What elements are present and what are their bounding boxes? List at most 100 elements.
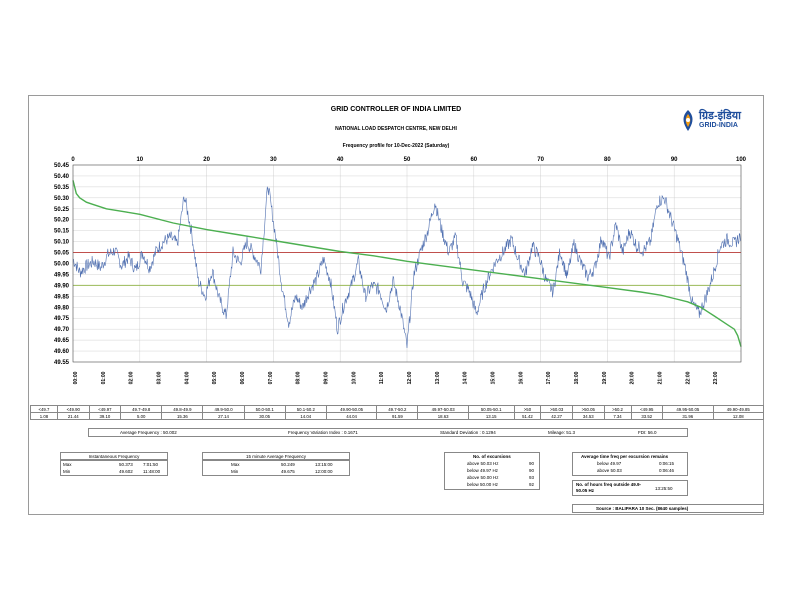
excursions-title: No. of excursions xyxy=(473,454,511,459)
chart-series xyxy=(72,180,742,349)
y-tick-label: 50.30 xyxy=(54,196,70,202)
report-title: GRID CONTROLLER OF INDIA LIMITED xyxy=(330,106,462,113)
distribution-table: <49.7 <49.90 <49.97 49.7-49.8 49.8-49.9 49.9-… xyxy=(30,405,765,420)
dist-value-cell: 7.34 xyxy=(603,412,632,420)
fifteen-max-time: 13:15:00 xyxy=(315,462,333,467)
y-tick-label: 50.25 xyxy=(54,207,70,213)
inst-max-time: 7:01:50 xyxy=(143,462,159,467)
dist-header-cell: 50.05-50.1 xyxy=(467,405,515,413)
dist-header-cell: <49.97 xyxy=(88,405,122,413)
fdi: FDI: 56.0 xyxy=(638,430,657,435)
y-tick-label: 49.80 xyxy=(54,305,70,311)
page-frame xyxy=(28,95,764,515)
bottom-x-tick-label: 23:00 xyxy=(713,371,719,384)
dist-value-cell: 15.36 xyxy=(161,412,204,420)
y-tick-label: 49.60 xyxy=(54,349,70,355)
dist-header-cell: >50.05 xyxy=(571,405,605,413)
exc-row-label: above 50.03 Hz xyxy=(467,461,499,466)
dist-value-cell: 31.96 xyxy=(662,412,714,420)
y-tick-label: 50.00 xyxy=(54,262,70,268)
avg-above-value: 0:06:46 xyxy=(659,468,675,473)
avg-below-value: 0:06:15 xyxy=(659,461,675,466)
y-tick-label: 50.05 xyxy=(54,251,70,257)
instantaneous-title: Instantaneous Frequency xyxy=(60,452,168,460)
dist-header-cell: >50.03 xyxy=(540,405,573,413)
dist-header-cell: <49.7 xyxy=(30,405,58,413)
mileage: Mileage: 51.3 xyxy=(548,430,576,435)
dist-header-cell: 50.0-50.1 xyxy=(243,405,286,413)
bottom-x-tick-label: 09:00 xyxy=(324,371,330,384)
bottom-x-tick-label: 11:00 xyxy=(379,372,385,385)
dist-header-cell: 49.97-50.03 xyxy=(417,405,469,413)
inst-min-value: 49.602 xyxy=(119,469,133,474)
dist-header-cell: 49.7-49.8 xyxy=(120,405,163,413)
bottom-x-tick-label: 20:00 xyxy=(630,371,636,384)
y-tick-label: 49.85 xyxy=(54,294,70,300)
top-x-axis-ticks: 0 10 20 30 40 50 60 70 80 90 100 xyxy=(71,157,746,163)
dist-value-cell: 51.42 xyxy=(513,412,542,420)
fifteen-min-label: Min xyxy=(231,469,239,474)
bottom-x-tick-label: 15:00 xyxy=(491,371,497,384)
inst-min-time: 11:48:00 xyxy=(143,469,161,474)
dist-header-cell: >50.2 xyxy=(603,405,632,413)
distribution-header-row: <49.7 <49.90 <49.97 49.7-49.8 49.8-49.9 49.9-… xyxy=(30,405,765,413)
dist-header-cell: <49.90 xyxy=(56,405,90,413)
reference-lines xyxy=(73,252,741,286)
plot-frame xyxy=(72,164,742,363)
chart-grid xyxy=(72,164,742,363)
bottom-x-tick-label: 05:00 xyxy=(212,371,218,384)
frequency-variation-index: Frequency Variation Index : 0.1671 xyxy=(288,430,358,435)
duration-curve-line xyxy=(72,180,742,347)
top-x-tick-label: 60 xyxy=(470,157,477,163)
logo-english-text: GRID-INDIA xyxy=(699,122,738,129)
bottom-x-tick-label: 01:00 xyxy=(101,371,107,384)
fifteen-max-label: Max xyxy=(231,462,240,467)
y-tick-label: 49.90 xyxy=(54,283,70,289)
bottom-x-tick-label: 10:00 xyxy=(351,371,357,384)
bottom-x-tick-label: 13:00 xyxy=(435,371,441,384)
fifteen-min-table: Max 50.249 13:15:00 Min 49.675 12:00:00 xyxy=(202,460,350,476)
y-tick-label: 50.40 xyxy=(54,174,70,180)
dist-header-cell: 49.9-50.0 xyxy=(202,405,245,413)
exc-row-label: below 49.97 Hz xyxy=(467,468,499,473)
top-x-tick-label: 70 xyxy=(537,157,544,163)
avg-below-label: below 49.97 xyxy=(597,461,622,466)
dist-header-cell: 49.90-49.85 xyxy=(712,405,765,413)
exc-row-label: above 50.00 Hz xyxy=(467,475,499,480)
dist-value-cell: 12.08 xyxy=(712,412,765,420)
frequency-series-line xyxy=(72,186,741,349)
dist-value-cell: 34.53 xyxy=(571,412,605,420)
inst-min-label: Min xyxy=(63,469,71,474)
top-x-tick-label: 10 xyxy=(136,157,143,163)
top-x-tick-label: 0 xyxy=(71,157,75,163)
avg-time-title: Average time freq per excursion remains xyxy=(581,454,669,459)
dist-header-cell: <49.95 xyxy=(630,405,664,413)
top-x-tick-label: 90 xyxy=(671,157,678,163)
dist-value-cell: 30.05 xyxy=(243,412,286,420)
source-box xyxy=(572,504,764,513)
dist-value-cell: 21.44 xyxy=(56,412,90,420)
bottom-x-tick-label: 12:00 xyxy=(407,371,413,384)
inst-max-value: 50.373 xyxy=(119,462,133,467)
exc-row-value: 92 xyxy=(529,482,535,487)
dist-value-cell: 14.04 xyxy=(284,412,327,420)
y-tick-label: 49.95 xyxy=(54,272,70,278)
top-x-tick-label: 40 xyxy=(337,157,344,163)
bottom-x-tick-label: 22:00 xyxy=(685,371,691,384)
exc-row-value: 90 xyxy=(529,468,535,473)
dist-value-cell: 33.52 xyxy=(630,412,664,420)
inst-max-label: Max xyxy=(63,462,72,467)
dist-value-cell: 42.27 xyxy=(540,412,573,420)
avg-above-label: above 50.03 xyxy=(597,468,622,473)
dist-value-cell: 13.15 xyxy=(467,412,515,420)
bottom-x-axis-ticks: 00:00 01:00 02:00 03:00 04:00 05:00 06:00 07:00… xyxy=(73,371,719,384)
dist-header-cell: 49.8-49.9 xyxy=(161,405,204,413)
bottom-x-tick-label: 04:00 xyxy=(184,371,190,384)
exc-row-value: 90 xyxy=(529,461,535,466)
dist-value-cell: 18.63 xyxy=(417,412,469,420)
dist-value-cell: 27.14 xyxy=(202,412,245,420)
grid-india-logo: ग्रिड-इंडिया GRID-INDIA xyxy=(679,108,751,134)
y-tick-label: 50.15 xyxy=(54,229,70,235)
top-x-tick-label: 80 xyxy=(604,157,611,163)
